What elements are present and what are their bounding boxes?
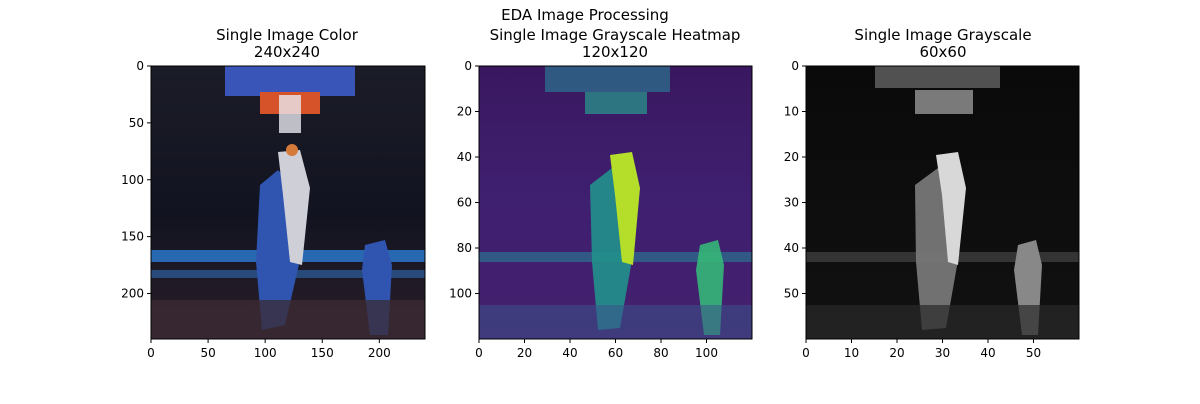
panel-color-image: Single Image Color 240x240 [121,26,426,360]
x-tick-label: 0 [147,346,155,360]
y-tick-label: 0 [464,59,472,73]
y-tick-label: 10 [784,105,799,119]
panel-title-heatmap: Single Image Grayscale Heatmap [490,26,741,44]
x-tick-label: 0 [475,346,483,360]
y-tick-label: 0 [791,59,799,73]
x-axis-grayscale: 0 10 20 30 40 50 [802,338,1079,360]
panel-subtitle-heatmap-size: 120x120 [582,43,648,61]
y-tick-label: 40 [457,150,472,164]
x-tick-label: 30 [935,346,950,360]
y-tick-label: 150 [121,230,144,244]
y-tick-label: 20 [457,105,472,119]
x-tick-label: 100 [695,346,718,360]
x-tick-label: 60 [608,346,623,360]
image-heatmap [479,66,752,339]
panel-subtitle-grayscale-size: 60x60 [919,43,966,61]
x-tick-label: 40 [980,346,995,360]
image-grayscale [806,66,1079,339]
y-tick-label: 20 [784,150,799,164]
y-tick-label: 0 [136,59,144,73]
y-tick-label: 40 [784,241,799,255]
y-tick-label: 100 [121,173,144,187]
x-tick-label: 50 [200,346,215,360]
y-axis-heatmap: 0 20 40 60 80 100 [449,59,480,339]
x-tick-label: 50 [1026,346,1041,360]
image-color [151,66,425,339]
y-tick-label: 30 [784,196,799,210]
y-tick-label: 50 [784,287,799,301]
y-tick-label: 200 [121,287,144,301]
y-axis-color: 0 50 100 150 200 [121,59,152,339]
y-tick-label: 60 [457,196,472,210]
figure-suptitle: EDA Image Processing [501,6,669,24]
x-tick-label: 10 [844,346,859,360]
x-tick-label: 20 [889,346,904,360]
x-tick-label: 100 [254,346,277,360]
panel-grayscale-heatmap: Single Image Grayscale Heatmap 120x120 0… [449,26,753,360]
x-axis-color: 0 50 100 150 200 [147,338,425,360]
x-tick-label: 0 [802,346,810,360]
panel-subtitle-color-size: 240x240 [254,43,320,61]
y-tick-label: 100 [449,287,472,301]
x-tick-label: 80 [653,346,668,360]
y-tick-label: 50 [129,116,144,130]
x-tick-label: 20 [517,346,532,360]
x-tick-label: 40 [562,346,577,360]
x-tick-label: 150 [311,346,334,360]
panel-title-color: Single Image Color [216,26,359,44]
x-tick-label: 200 [368,346,391,360]
x-axis-heatmap: 0 20 40 60 80 100 [475,338,752,360]
panel-title-grayscale: Single Image Grayscale [854,26,1031,44]
panel-grayscale-image: Single Image Grayscale 60x60 0 10 20 30 … [784,26,1080,360]
y-tick-label: 80 [457,241,472,255]
y-axis-grayscale: 0 10 20 30 40 50 [784,59,807,339]
